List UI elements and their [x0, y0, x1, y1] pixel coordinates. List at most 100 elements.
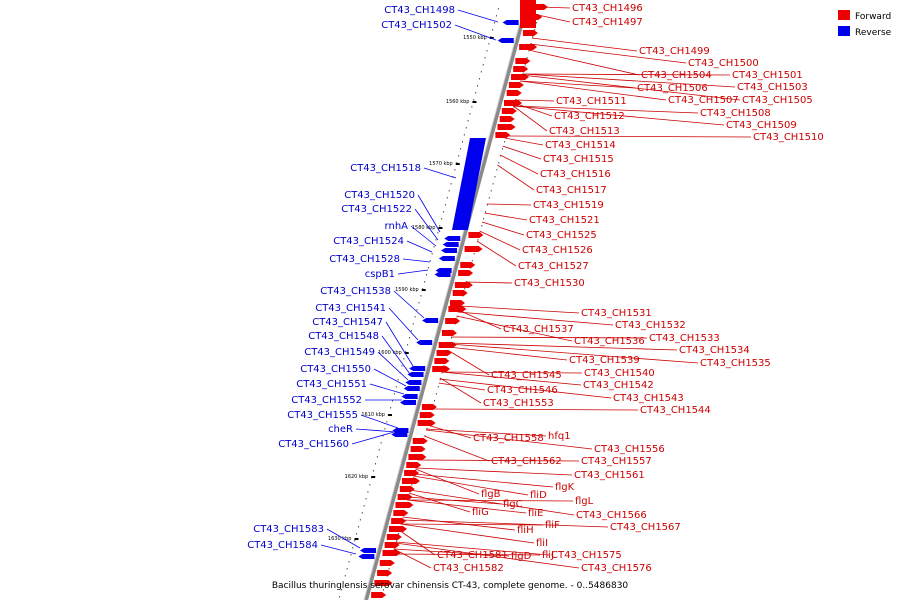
- forward-gene-label[interactable]: CT43_CH1504: [641, 70, 712, 81]
- forward-gene-label[interactable]: fliF: [545, 520, 560, 531]
- reverse-gene-label[interactable]: CT43_CH1550: [300, 364, 371, 375]
- forward-gene-label[interactable]: CT43_CH1511: [556, 96, 627, 107]
- forward-gene-label[interactable]: CT43_CH1566: [576, 510, 647, 521]
- reverse-gene-label[interactable]: CT43_CH1502: [381, 20, 452, 31]
- forward-gene-label[interactable]: CT43_CH1556: [594, 444, 665, 455]
- forward-gene-label[interactable]: CT43_CH1533: [649, 333, 720, 344]
- forward-gene-label[interactable]: fliG: [472, 507, 489, 518]
- forward-gene-label[interactable]: flgK: [555, 482, 575, 493]
- forward-gene-label[interactable]: CT43_CH1543: [613, 393, 684, 404]
- forward-gene-label[interactable]: CT43_CH1539: [569, 355, 640, 366]
- forward-gene-label[interactable]: CT43_CH1521: [529, 215, 600, 226]
- reverse-gene-label[interactable]: CT43_CH1549: [304, 347, 375, 358]
- forward-gene-label[interactable]: CT43_CH1581: [437, 550, 508, 561]
- forward-gene-label[interactable]: CT43_CH1500: [688, 58, 759, 69]
- reverse-gene-label[interactable]: CT43_CH1555: [287, 410, 358, 421]
- forward-gene-label[interactable]: CT43_CH1576: [581, 563, 652, 574]
- forward-gene-label[interactable]: CT43_CH1515: [543, 154, 614, 165]
- forward-gene-label[interactable]: CT43_CH1505: [742, 95, 813, 106]
- reverse-gene-label[interactable]: CT43_CH1528: [329, 254, 400, 265]
- forward-gene-label[interactable]: hfq1: [548, 431, 571, 442]
- forward-gene-label[interactable]: CT43_CH1532: [615, 320, 686, 331]
- forward-gene-label[interactable]: CT43_CH1519: [533, 200, 604, 211]
- reverse-gene-label[interactable]: CT43_CH1551: [296, 379, 367, 390]
- forward-gene-label[interactable]: CT43_CH1540: [584, 368, 655, 379]
- forward-leader: [449, 342, 678, 351]
- forward-gene-label[interactable]: CT43_CH1546: [487, 385, 558, 396]
- forward-gene-label[interactable]: CT43_CH1526: [522, 245, 593, 256]
- reverse-gene: [407, 372, 424, 377]
- forward-leader: [413, 473, 554, 488]
- forward-gene-label[interactable]: flgD: [511, 551, 532, 562]
- reverse-gene-label[interactable]: CT43_CH1583: [253, 524, 324, 535]
- guide-dot: [435, 239, 437, 241]
- forward-gene-label[interactable]: CT43_CH1501: [732, 70, 803, 81]
- reverse-gene-label[interactable]: CT43_CH1518: [350, 163, 421, 174]
- reverse-gene-label[interactable]: CT43_CH1541: [315, 303, 386, 314]
- forward-gene-label[interactable]: fliJ: [542, 550, 554, 561]
- forward-gene-label[interactable]: fliD: [530, 490, 547, 501]
- forward-gene-label[interactable]: flgL: [575, 496, 594, 507]
- reverse-gene-label[interactable]: CT43_CH1538: [320, 286, 391, 297]
- reverse-gene-label[interactable]: CT43_CH1547: [312, 317, 383, 328]
- forward-gene-label[interactable]: CT43_CH1575: [551, 550, 622, 561]
- forward-gene-label[interactable]: CT43_CH1516: [540, 169, 611, 180]
- reverse-gene-label[interactable]: CT43_CH1548: [308, 331, 379, 342]
- forward-gene-label[interactable]: CT43_CH1507: [668, 95, 739, 106]
- forward-gene-label[interactable]: CT43_CH1508: [700, 108, 771, 119]
- forward-gene-label[interactable]: CT43_CH1537: [503, 324, 574, 335]
- forward-gene-label[interactable]: CT43_CH1561: [574, 470, 645, 481]
- reverse-gene-label[interactable]: rnhA: [385, 221, 409, 232]
- forward-gene-label[interactable]: fliI: [536, 538, 548, 549]
- reverse-gene-label[interactable]: cspB1: [365, 269, 395, 280]
- forward-gene-label[interactable]: CT43_CH1582: [433, 563, 504, 574]
- forward-gene-label[interactable]: flgB: [481, 489, 501, 500]
- reverse-gene-label[interactable]: CT43_CH1520: [344, 190, 415, 201]
- legend: Forward Reverse: [838, 10, 892, 38]
- forward-gene-label[interactable]: flgC: [503, 499, 523, 510]
- forward-gene-label[interactable]: CT43_CH1510: [753, 132, 824, 143]
- guide-dot: [492, 183, 494, 185]
- forward-gene-label[interactable]: CT43_CH1542: [583, 380, 654, 391]
- reverse-leader: [406, 240, 433, 253]
- reverse-gene-label[interactable]: CT43_CH1522: [341, 204, 412, 215]
- tick-label: 1590 kbp: [395, 287, 419, 293]
- reverse-gene-label[interactable]: CT43_CH1584: [247, 540, 318, 551]
- forward-gene-label[interactable]: CT43_CH1513: [549, 126, 620, 137]
- forward-gene-label[interactable]: fliH: [517, 525, 534, 536]
- forward-gene-label[interactable]: CT43_CH1503: [737, 82, 808, 93]
- forward-gene-label[interactable]: CT43_CH1499: [639, 46, 710, 57]
- forward-gene-label[interactable]: CT43_CH1514: [545, 140, 616, 151]
- reverse-gene-label[interactable]: cheR: [328, 424, 353, 435]
- forward-leader: [513, 105, 725, 126]
- forward-gene-label[interactable]: CT43_CH1506: [637, 83, 708, 94]
- forward-gene-label[interactable]: CT43_CH1530: [514, 278, 585, 289]
- forward-gene-label[interactable]: CT43_CH1509: [726, 120, 797, 131]
- reverse-gene: [360, 548, 377, 553]
- forward-gene-label[interactable]: CT43_CH1531: [581, 308, 652, 319]
- forward-gene-label[interactable]: CT43_CH1527: [518, 261, 589, 272]
- forward-gene-label[interactable]: CT43_CH1496: [572, 3, 643, 14]
- forward-gene-label[interactable]: CT43_CH1553: [483, 398, 554, 409]
- forward-gene-label[interactable]: CT43_CH1535: [700, 358, 771, 369]
- reverse-gene-label[interactable]: CT43_CH1524: [333, 236, 404, 247]
- forward-gene-label[interactable]: CT43_CH1567: [610, 522, 681, 533]
- reverse-gene-label[interactable]: CT43_CH1552: [291, 395, 362, 406]
- forward-gene-label[interactable]: CT43_CH1534: [679, 345, 750, 356]
- forward-gene-label[interactable]: CT43_CH1557: [581, 456, 652, 467]
- forward-gene-label[interactable]: CT43_CH1512: [554, 111, 625, 122]
- forward-gene-label[interactable]: CT43_CH1517: [536, 185, 607, 196]
- reverse-gene-label[interactable]: CT43_CH1498: [384, 5, 455, 16]
- forward-gene-label[interactable]: CT43_CH1525: [526, 230, 597, 241]
- guide-dot: [382, 589, 384, 591]
- forward-gene-label[interactable]: CT43_CH1544: [640, 405, 711, 416]
- forward-gene-label[interactable]: CT43_CH1562: [491, 456, 562, 467]
- forward-gene-label[interactable]: fliE: [528, 508, 543, 519]
- reverse-gene-label[interactable]: CT43_CH1560: [278, 439, 349, 450]
- forward-gene: [511, 74, 530, 80]
- forward-gene-label[interactable]: CT43_CH1558: [473, 433, 544, 444]
- forward-gene-label[interactable]: CT43_CH1536: [574, 336, 645, 347]
- forward-gene-label[interactable]: CT43_CH1545: [491, 370, 562, 381]
- tick-mark: [472, 101, 477, 103]
- forward-gene-label[interactable]: CT43_CH1497: [572, 17, 643, 28]
